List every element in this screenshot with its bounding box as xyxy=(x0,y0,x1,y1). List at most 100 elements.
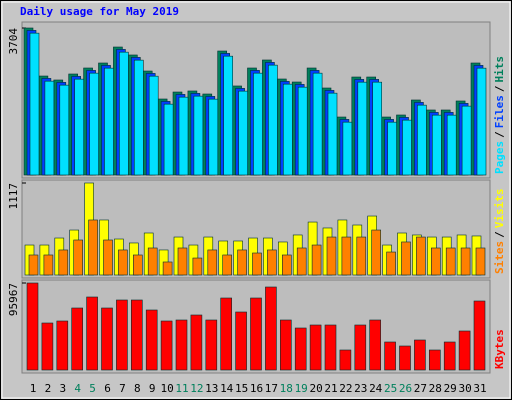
x-tick-label: 8 xyxy=(134,382,141,395)
bar xyxy=(88,219,98,276)
bar xyxy=(357,81,368,176)
bar xyxy=(193,95,204,176)
legend-entry: Sites xyxy=(493,241,506,274)
x-tick-label: 18 xyxy=(280,382,293,395)
bar xyxy=(134,59,144,176)
bar xyxy=(265,286,277,371)
legend-entry: Visits xyxy=(493,189,506,229)
legend-entry: Files xyxy=(493,95,506,128)
bar xyxy=(253,72,263,176)
x-tick-label: 3 xyxy=(59,382,66,395)
x-tick-label: 19 xyxy=(295,382,308,395)
bar xyxy=(59,84,70,176)
bar xyxy=(445,247,456,276)
bar xyxy=(223,55,233,176)
x-tick-label: 31 xyxy=(473,382,486,395)
bar xyxy=(160,320,173,371)
bar xyxy=(282,83,293,176)
legend-separator: / xyxy=(493,131,506,138)
bar xyxy=(476,67,487,176)
bar xyxy=(104,67,114,176)
bar xyxy=(384,341,396,371)
bar xyxy=(145,309,158,371)
bar xyxy=(399,345,411,371)
x-tick-label: 28 xyxy=(429,382,442,395)
x-tick-label: 21 xyxy=(324,382,337,395)
bar xyxy=(178,96,189,176)
bar xyxy=(294,327,307,371)
bar xyxy=(190,314,203,371)
bar xyxy=(237,249,247,276)
bar xyxy=(73,239,83,276)
bar xyxy=(163,103,174,176)
bar xyxy=(414,339,426,371)
bar xyxy=(28,254,39,276)
x-tick-label: 11 xyxy=(175,382,188,395)
x-tick-label: 12 xyxy=(190,382,203,395)
bar xyxy=(326,236,337,276)
x-tick-label: 10 xyxy=(160,382,173,395)
x-tick-label: 20 xyxy=(309,382,322,395)
bar xyxy=(311,244,322,276)
bar xyxy=(428,349,441,371)
x-tick-label: 25 xyxy=(384,382,397,395)
bar xyxy=(175,319,188,371)
bar xyxy=(116,299,128,371)
bar xyxy=(354,324,367,371)
bar xyxy=(250,297,262,371)
bar xyxy=(205,319,218,371)
bar xyxy=(177,247,188,276)
bar xyxy=(235,311,247,371)
bar xyxy=(43,254,54,276)
bar xyxy=(297,86,308,176)
bar xyxy=(192,257,203,276)
bar xyxy=(252,252,262,276)
x-tick-label: 7 xyxy=(119,382,126,395)
bar xyxy=(356,236,367,276)
bar xyxy=(238,90,248,176)
bar xyxy=(327,92,338,176)
bar xyxy=(133,254,143,276)
bar xyxy=(372,81,383,176)
legend-separator: / xyxy=(493,231,506,238)
bar xyxy=(89,72,99,176)
bar xyxy=(208,98,219,176)
bar xyxy=(446,114,457,176)
bar xyxy=(296,247,307,276)
bar xyxy=(401,241,411,276)
bar xyxy=(341,236,352,276)
legend-entry: KBytes xyxy=(493,329,506,369)
bar xyxy=(430,247,441,276)
bar xyxy=(162,261,173,276)
x-tick-label: 22 xyxy=(339,382,352,395)
bar xyxy=(402,119,412,176)
bar xyxy=(268,64,278,176)
bar xyxy=(371,229,382,276)
bar xyxy=(71,307,83,371)
bar xyxy=(222,254,232,276)
bar xyxy=(279,319,292,371)
bar xyxy=(431,114,442,176)
bar xyxy=(443,341,456,371)
bar xyxy=(267,249,277,276)
bar xyxy=(131,299,143,371)
bar xyxy=(56,320,69,371)
bar xyxy=(387,121,397,176)
x-tick-label: 2 xyxy=(45,382,52,395)
x-tick-label: 5 xyxy=(89,382,96,395)
bar xyxy=(386,251,396,276)
bar xyxy=(369,319,382,371)
bar xyxy=(475,247,486,276)
x-tick-label: 30 xyxy=(458,382,471,395)
chart-title: Daily usage for May 2019 xyxy=(20,5,179,18)
x-tick-label: 29 xyxy=(444,382,457,395)
bar xyxy=(207,249,218,276)
bar xyxy=(312,72,323,176)
bar xyxy=(103,239,113,276)
bar xyxy=(147,247,158,276)
bar xyxy=(473,300,486,371)
bar xyxy=(119,51,129,176)
x-tick-label: 23 xyxy=(354,382,367,395)
y-tick-label: 95967 xyxy=(7,283,20,316)
